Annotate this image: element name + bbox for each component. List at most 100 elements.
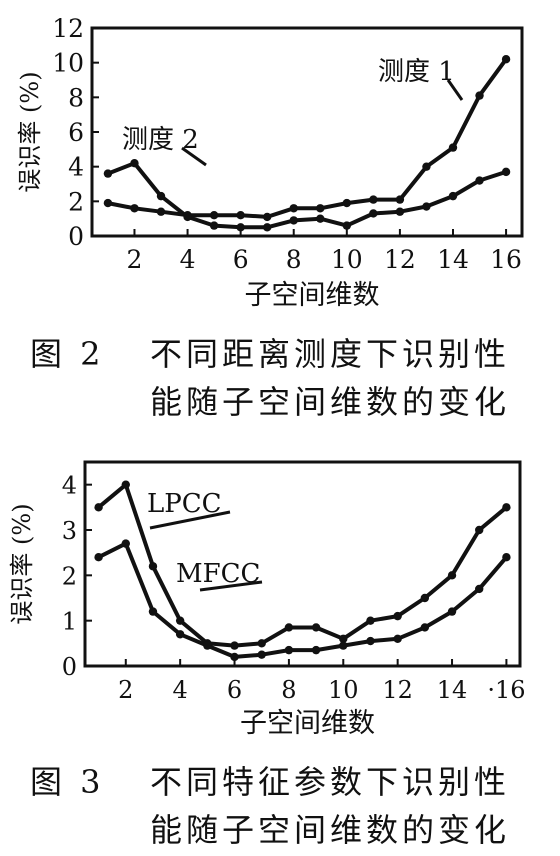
series-line-1 <box>97 482 508 648</box>
data-point-series-2 <box>395 195 405 204</box>
data-point-series-2 <box>230 652 239 662</box>
data-point-series-2 <box>420 623 430 632</box>
x-tick-label: ·16 <box>487 676 525 704</box>
data-point-series-2 <box>236 211 245 220</box>
x-tick-label: 10 <box>331 245 363 274</box>
y-tick-label: 3 <box>62 517 77 545</box>
data-point-series-2 <box>339 641 348 650</box>
plot-frame <box>83 460 522 668</box>
y-tick-label: 1 <box>62 608 77 636</box>
data-point-series-2 <box>422 162 431 171</box>
series-line-1 <box>107 161 507 230</box>
x-tick-label: 10 <box>328 676 359 704</box>
data-point-series-2 <box>175 630 185 639</box>
y-tick-label: 2 <box>62 562 77 590</box>
y-tick-label: 4 <box>68 153 84 182</box>
y-axis-label: 误识率 (%) <box>8 503 36 624</box>
data-point-series-2 <box>475 91 484 100</box>
data-point-series-1 <box>395 207 405 216</box>
x-tick-label: 6 <box>233 245 249 274</box>
data-point-series-2 <box>448 143 458 152</box>
y-tick-label: 0 <box>62 653 77 681</box>
annotation-leader-line <box>181 146 207 167</box>
data-point-series-2 <box>203 641 212 650</box>
y-tick-label: 10 <box>52 49 84 78</box>
data-point-series-2 <box>284 645 294 655</box>
data-point-series-2 <box>501 55 511 64</box>
series-line-2 <box>107 58 508 219</box>
figure-2-number: 图 2 <box>30 335 105 373</box>
data-point-series-2 <box>475 584 484 594</box>
x-tick-label: 12 <box>382 676 413 704</box>
data-point-series-2 <box>393 634 402 643</box>
data-point-series-1 <box>501 167 511 177</box>
data-point-series-2 <box>316 204 325 213</box>
y-tick-label: 0 <box>68 222 84 251</box>
figure-3-number: 图 3 <box>30 763 105 801</box>
x-tick-label: 8 <box>286 245 302 274</box>
data-point-series-1 <box>502 503 511 512</box>
figure-3-caption-line-2: 能随子空间维数的变化 <box>150 811 511 849</box>
data-point-series-1 <box>236 223 245 232</box>
data-point-series-2 <box>156 207 166 216</box>
data-point-series-1 <box>262 223 272 232</box>
data-point-series-1 <box>156 191 166 201</box>
figure-2-caption-line-2: 能随子空间维数的变化 <box>150 383 511 421</box>
x-tick-label: 12 <box>384 245 416 274</box>
data-point-series-1 <box>422 202 431 211</box>
y-tick-label: 6 <box>68 118 84 147</box>
data-point-series-1 <box>475 176 484 185</box>
x-tick-label: 16 <box>490 245 522 274</box>
data-point-series-1 <box>339 634 348 643</box>
x-tick-label: 4 <box>180 245 196 274</box>
data-point-series-1 <box>366 616 375 625</box>
y-tick-label: 8 <box>68 83 84 112</box>
data-point-series-2 <box>311 645 321 655</box>
data-point-series-1 <box>209 221 219 230</box>
data-point-series-1 <box>316 214 325 223</box>
figure-3-caption-line-1: 不同特征参数下识别性 <box>150 763 511 801</box>
data-point-series-2 <box>366 636 375 646</box>
x-tick-label: 14 <box>437 245 469 274</box>
data-point-series-2 <box>257 650 266 659</box>
data-point-series-1 <box>103 169 113 178</box>
data-point-series-1 <box>230 641 239 650</box>
series-annotation: LPCC <box>147 489 222 519</box>
data-point-series-2 <box>148 607 158 616</box>
data-point-series-1 <box>284 623 294 632</box>
x-tick-label: 8 <box>281 676 296 704</box>
data-point-series-2 <box>502 553 511 562</box>
data-point-series-1 <box>289 216 298 225</box>
data-point-series-1 <box>175 616 185 625</box>
annotation-leader-line <box>149 510 231 530</box>
y-tick-label: 2 <box>68 187 84 216</box>
data-point-series-2 <box>447 607 457 616</box>
x-tick-label: 4 <box>173 676 188 704</box>
data-point-series-2 <box>121 539 130 548</box>
data-point-series-1 <box>342 221 352 230</box>
series-line-2 <box>97 541 508 659</box>
x-axis-label: 子空间维数 <box>240 708 375 739</box>
data-point-series-1 <box>447 571 457 580</box>
data-point-series-1 <box>369 209 378 218</box>
data-point-series-2 <box>130 204 139 213</box>
figure-3-caption: 图 3 不同特征参数下识别性 能随子空间维数的变化 <box>0 758 560 856</box>
data-point-series-2 <box>103 198 113 208</box>
data-point-series-2 <box>289 204 298 213</box>
data-point-series-2 <box>342 198 352 208</box>
data-point-series-1 <box>148 562 158 571</box>
y-axis-label: 误识率 (%) <box>16 71 44 192</box>
annotation-leader-line <box>446 79 464 101</box>
annotation-leader-line <box>199 580 263 592</box>
data-point-series-1 <box>257 639 266 648</box>
data-point-series-2 <box>183 211 192 220</box>
data-point-series-2 <box>369 195 378 204</box>
data-point-series-1 <box>393 611 402 621</box>
x-axis-label: 子空间维数 <box>245 280 380 311</box>
figure-2-caption: 图 2 不同距离测度下识别性 能随子空间维数的变化 <box>0 330 560 430</box>
data-point-series-1 <box>130 159 139 168</box>
data-point-series-1 <box>311 623 321 632</box>
data-point-series-2 <box>94 553 103 562</box>
